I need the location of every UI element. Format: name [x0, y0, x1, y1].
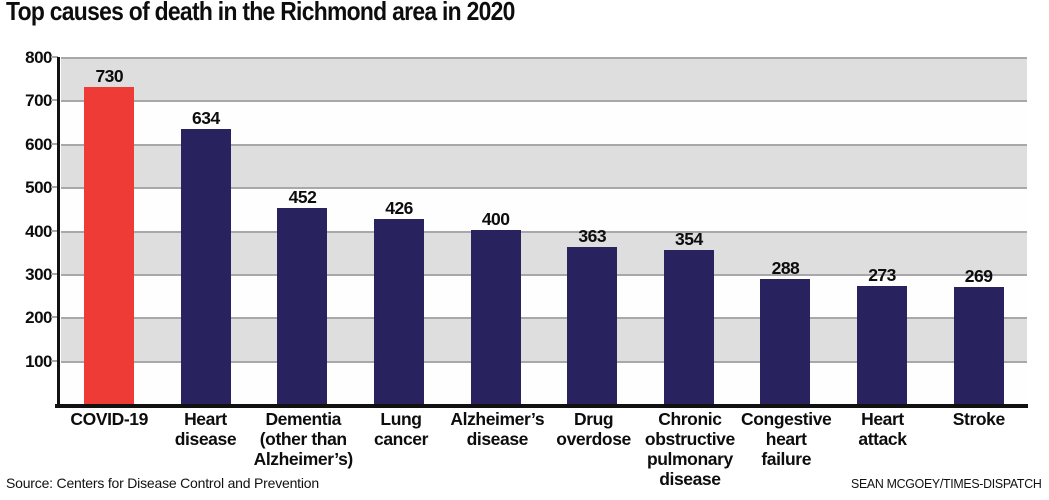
bar-value-label: 634 — [192, 108, 220, 128]
y-axis-tick-mark — [51, 142, 58, 145]
bar-value-label: 426 — [385, 198, 413, 218]
bar-category-label: Drug overdose — [556, 409, 631, 449]
bar-category-label: Congestive heart failure — [741, 409, 832, 469]
y-axis-tick-label: 400 — [25, 221, 52, 241]
bar-category-label: COVID-19 — [70, 409, 148, 429]
bar-chronic-obstructive-pulmonary-disease — [663, 250, 714, 404]
y-axis-tick-mark — [51, 272, 58, 275]
y-axis-tick-label: 800 — [25, 48, 52, 67]
y-axis-tick-mark — [51, 316, 58, 319]
bar-slot: 452 — [254, 57, 351, 404]
bar-slot: 363 — [544, 57, 641, 404]
bar-category-label: Dementia (other than Alzheimer’s) — [253, 409, 354, 469]
bar-slot: 273 — [834, 57, 931, 404]
bar-value-label: 273 — [868, 265, 896, 285]
y-axis-tick-mark — [51, 359, 58, 362]
bar-slot: 730 — [61, 57, 158, 404]
plot-band — [61, 57, 1027, 101]
bar-dementia-other-than-alzheimer-s — [277, 208, 328, 404]
chart-title: Top causes of death in the Richmond area… — [6, 0, 515, 26]
source-note: Source: Centers for Disease Control and … — [6, 475, 319, 491]
bar-value-label: 354 — [675, 229, 703, 249]
bar-slot: 426 — [351, 57, 448, 404]
bar-slot: 400 — [447, 57, 544, 404]
bar-slot: 288 — [737, 57, 834, 404]
bar-category-label: Chronic obstructive pulmonary disease — [644, 409, 735, 489]
bar-value-label: 269 — [964, 266, 993, 286]
bar-lung-cancer — [374, 219, 425, 404]
bar-value-label: 730 — [95, 66, 124, 86]
bar-drug-overdose — [567, 247, 618, 404]
credit-note: SEAN MCGOEY/TIMES-DISPATCH — [850, 476, 1042, 491]
bar-heart-disease — [180, 129, 231, 404]
y-axis-tick-mark — [51, 99, 58, 102]
bar-category-label: Lung cancer — [373, 409, 429, 449]
y-axis-tick-label: 100 — [25, 351, 52, 371]
bar-category-label: Alzheimer’s disease — [450, 409, 545, 449]
bar-slot: 269 — [930, 57, 1027, 404]
bar-value-label: 400 — [481, 209, 510, 229]
bar-heart-attack — [857, 286, 908, 404]
bar-value-label: 363 — [578, 226, 607, 246]
bar-alzheimer-s-disease — [470, 230, 521, 404]
bar-stroke — [953, 287, 1004, 404]
y-axis-tick-label: 600 — [25, 134, 52, 154]
y-axis-tick-label: 300 — [25, 264, 52, 284]
bar-congestive-heart-failure — [760, 279, 811, 404]
bar-category-label: Heart disease — [174, 409, 237, 449]
bar-value-label: 288 — [771, 258, 800, 278]
x-axis-line — [55, 404, 1028, 408]
y-axis-tick-label: 500 — [25, 178, 52, 198]
x-axis-category-labels: COVID-19 Heart disease Dementia (other than A… — [61, 409, 1027, 489]
bar-value-label: 452 — [288, 187, 317, 207]
bar-category-label: Stroke — [952, 409, 1005, 429]
y-axis-line — [57, 57, 60, 407]
bar-slot: 634 — [158, 57, 255, 404]
bar-slot: 354 — [641, 57, 738, 404]
bar-covid-19 — [84, 87, 135, 404]
y-axis-tick-mark — [51, 186, 58, 189]
y-axis-tick-mark — [51, 229, 58, 232]
bar-series: 730 634 452 426 400 363 354 288 273 269 — [61, 57, 1027, 404]
bar-category-label: Heart attack — [858, 409, 907, 449]
y-axis-tick-label: 200 — [25, 308, 52, 328]
y-axis-tick-label: 700 — [25, 91, 52, 111]
y-axis-tick-mark — [51, 56, 58, 58]
